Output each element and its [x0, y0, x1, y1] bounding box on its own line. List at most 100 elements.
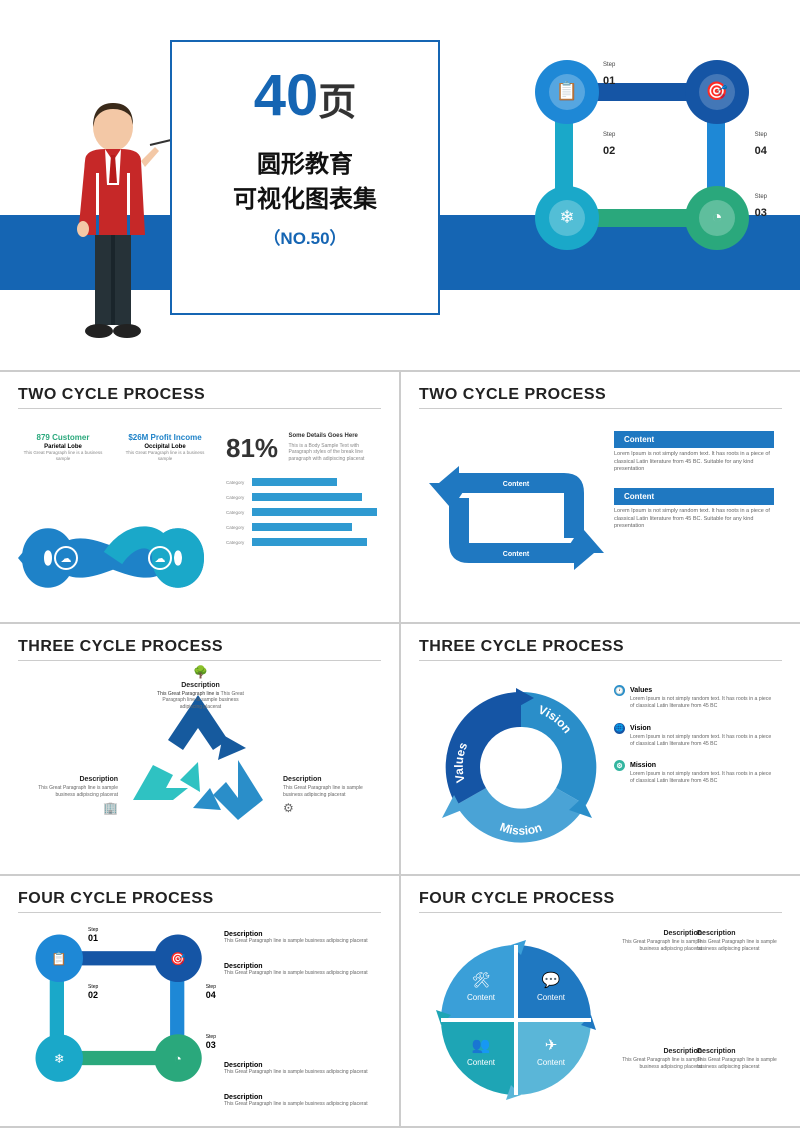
- desc-text: This Great Paragraph line is sample busi…: [697, 939, 797, 952]
- legend-desc: Lorem Ipsum is not simply random text. I…: [630, 734, 774, 749]
- desc-text: This Great Paragraph line is sample busi…: [224, 970, 369, 977]
- slide-title: FOUR CYCLE PROCESS: [419, 890, 782, 913]
- hero-four-step-graphic: 📋 🎯 ❄ ◔ Step 01 Step 02 Step 04 Step 03: [525, 55, 765, 255]
- desc-heading: Description: [224, 1094, 369, 1101]
- slide-two-cycle-1: TWO CYCLE PROCESS 879 Customer Parietal …: [0, 372, 399, 622]
- bar-row: Category: [226, 523, 381, 531]
- bar-row: Category: [226, 493, 381, 501]
- svg-text:Content: Content: [503, 481, 530, 488]
- desc-text: This Great Paragraph line is sample busi…: [224, 938, 369, 945]
- details-desc: This is a Body Sample Text with Paragrap…: [289, 443, 379, 463]
- desc-heading: Description: [697, 929, 797, 938]
- svg-text:📋: 📋: [51, 951, 67, 966]
- slide-title: TWO CYCLE PROCESS: [18, 386, 381, 409]
- cycle-arrows-icon: Content Content: [429, 438, 604, 598]
- slide-three-cycle-1: THREE CYCLE PROCESS 🌳 Description This G…: [0, 624, 399, 874]
- desc-text: This Great Paragraph line is sample busi…: [283, 785, 378, 798]
- step-label: Step: [603, 62, 615, 68]
- desc-text: This Great Paragraph line is sample busi…: [602, 1057, 702, 1070]
- desc-text: This Great Paragraph line is sample busi…: [23, 785, 118, 798]
- slide-four-cycle-1: FOUR CYCLE PROCESS 📋 🎯 ❄ ◔ Step0: [0, 876, 399, 1126]
- svg-text:Content: Content: [503, 551, 530, 558]
- svg-text:◔: ◔: [174, 1052, 182, 1066]
- slide-title: THREE CYCLE PROCESS: [18, 638, 381, 661]
- slide-four-cycle-2: FOUR CYCLE PROCESS 🛠 Content 💬 Content 👥…: [401, 876, 800, 1126]
- svg-text:💬: 💬: [542, 971, 561, 989]
- slides-grid: TWO CYCLE PROCESS 879 Customer Parietal …: [0, 370, 800, 1128]
- content-box-2: Content: [614, 488, 774, 505]
- stat-customer: 879 Customer: [18, 433, 108, 442]
- step-label: Step: [755, 194, 767, 200]
- svg-text:☁: ☁: [155, 553, 166, 565]
- desc-heading: Description: [224, 931, 369, 938]
- infinity-icon: ☁ ☁: [18, 518, 208, 598]
- hero-section: 40页 圆形教育 可视化图表集 （NO.50） 📋 🎯 ❄: [0, 0, 800, 370]
- svg-text:👥: 👥: [472, 1037, 491, 1054]
- slide-title: THREE CYCLE PROCESS: [419, 638, 782, 661]
- step-num-01: 01: [603, 75, 615, 87]
- stat-desc: This Great Paragraph line is a business …: [18, 450, 108, 462]
- content-desc-2: Lorem Ipsum is not simply random text. I…: [614, 508, 774, 531]
- svg-text:❄: ❄: [54, 1052, 65, 1066]
- desc-heading: Description: [224, 1062, 369, 1069]
- slide-two-cycle-2: TWO CYCLE PROCESS Content Content Conten…: [401, 372, 800, 622]
- svg-text:❄: ❄: [559, 207, 574, 227]
- four-step-graphic: 📋 🎯 ❄ ◔ Step01 Step02 Step04 Step03: [26, 929, 216, 1092]
- bar-row: Category: [226, 478, 381, 486]
- three-arc-ring-icon: Values Vision Mission: [434, 680, 609, 855]
- pie-quadrant-icon: 🛠 Content 💬 Content 👥 Content ✈ Content: [431, 935, 601, 1105]
- svg-text:📋: 📋: [556, 80, 578, 101]
- step-num-02: 02: [603, 145, 615, 157]
- desc-text: This Great Paragraph line is sample busi…: [224, 1069, 369, 1076]
- desc-text: This Great Paragraph line is sample busi…: [224, 1101, 369, 1108]
- desc-text: This Great Paragraph line is sample busi…: [602, 939, 702, 952]
- bar-row: Category: [226, 538, 381, 546]
- percent-value: 81%: [226, 433, 278, 464]
- step-num-03: 03: [755, 207, 767, 219]
- hero-title-card: 40页 圆形教育 可视化图表集 （NO.50）: [170, 40, 440, 315]
- svg-text:🎯: 🎯: [170, 951, 186, 966]
- details-heading: Some Details Goes Here: [289, 433, 379, 441]
- hero-subtitle-1: 圆形教育: [190, 144, 420, 179]
- svg-text:Content: Content: [537, 993, 566, 1002]
- desc-heading: Description: [283, 775, 378, 784]
- legend-desc: Lorem Ipsum is not simply random text. I…: [630, 696, 774, 711]
- svg-text:🛠: 🛠: [471, 972, 490, 989]
- hero-number: 40: [254, 63, 319, 128]
- bar-chart: Category Category Category Category Category: [226, 478, 381, 546]
- slide-three-cycle-2: THREE CYCLE PROCESS Values Vision Missio…: [401, 624, 800, 874]
- svg-text:Content: Content: [467, 993, 496, 1002]
- hero-page-suffix: 页: [318, 82, 356, 124]
- svg-text:Content: Content: [537, 1058, 566, 1067]
- desc-heading: Description: [697, 1047, 797, 1056]
- desc-text: This Great Paragraph line is sample busi…: [697, 1057, 797, 1070]
- step-num-04: 04: [755, 145, 767, 157]
- svg-text:◔: ◔: [712, 207, 723, 227]
- legend-values: Values: [630, 687, 652, 694]
- step-label: Step: [755, 132, 767, 138]
- gear-icon: ⚙: [614, 760, 625, 771]
- content-box-1: Content: [614, 431, 774, 448]
- stat-desc: This Great Paragraph line is a business …: [120, 450, 210, 462]
- desc-heading: Description: [153, 681, 248, 690]
- content-desc-1: Lorem Ipsum is not simply random text. I…: [614, 451, 774, 474]
- desc-text: This Great Paragraph line is This Great …: [153, 691, 248, 711]
- desc-heading: Description: [23, 775, 118, 784]
- step-label: Step: [603, 132, 615, 138]
- legend-mission: Mission: [630, 762, 656, 769]
- clock-icon: 🕐: [614, 685, 625, 696]
- svg-text:Content: Content: [467, 1058, 496, 1067]
- svg-text:☁: ☁: [61, 553, 72, 565]
- svg-text:✈: ✈: [545, 1037, 558, 1054]
- legend-vision: Vision: [630, 725, 651, 732]
- legend-desc: Lorem Ipsum is not simply random text. I…: [630, 771, 774, 786]
- stat-profit: $26M Profit Income: [120, 433, 210, 442]
- slide-title: FOUR CYCLE PROCESS: [18, 890, 381, 913]
- globe-icon: 🌐: [614, 723, 625, 734]
- bar-row: Category: [226, 508, 381, 516]
- presenter-illustration: [55, 95, 185, 340]
- slide-title: TWO CYCLE PROCESS: [419, 386, 782, 409]
- hero-subtitle-2: 可视化图表集: [190, 179, 420, 214]
- svg-text:🎯: 🎯: [706, 81, 728, 101]
- desc-heading: Description: [602, 1047, 702, 1056]
